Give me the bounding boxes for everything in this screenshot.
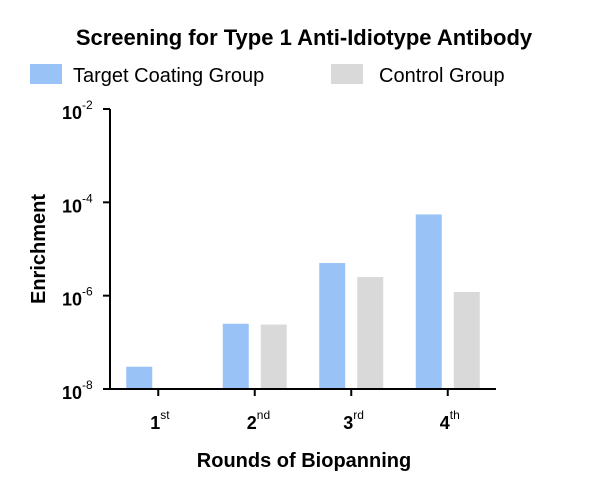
- legend: Target Coating Group Control Group: [30, 64, 505, 87]
- bars-layer: [126, 214, 480, 389]
- y-tick-label: 10-2: [62, 98, 93, 123]
- x-tick-label-round-1: 1st: [150, 408, 170, 433]
- legend-label-target: Target Coating Group: [73, 65, 264, 87]
- x-axis-title: Rounds of Biopanning: [197, 450, 411, 472]
- bar-control-round-3: [357, 277, 384, 389]
- bar-target-round-2: [222, 323, 249, 389]
- y-tick-label: 10-4: [62, 191, 93, 216]
- bar-control-round-4: [453, 291, 480, 389]
- bar-target-round-1: [126, 366, 153, 389]
- legend-swatch-target: [30, 64, 62, 84]
- legend-label-control: Control Group: [379, 65, 505, 87]
- chart-title: Screening for Type 1 Anti-Idiotype Antib…: [76, 25, 533, 50]
- x-tick-label-round-4: 4th: [440, 408, 460, 433]
- bar-target-round-3: [319, 263, 346, 389]
- bar-control-round-2: [260, 324, 287, 389]
- y-tick-label: 10-6: [62, 285, 93, 310]
- axes: 10-8 10-6 10-4 10-2 1st 2nd 3rd 4th: [62, 98, 496, 433]
- y-axis-title: Enrichment: [28, 194, 50, 304]
- bar-target-round-4: [415, 214, 442, 389]
- y-tick-label: 10-8: [62, 378, 93, 403]
- x-tick-label-round-3: 3rd: [343, 408, 364, 433]
- legend-swatch-control: [331, 64, 363, 84]
- x-tick-label-round-2: 2nd: [247, 408, 270, 433]
